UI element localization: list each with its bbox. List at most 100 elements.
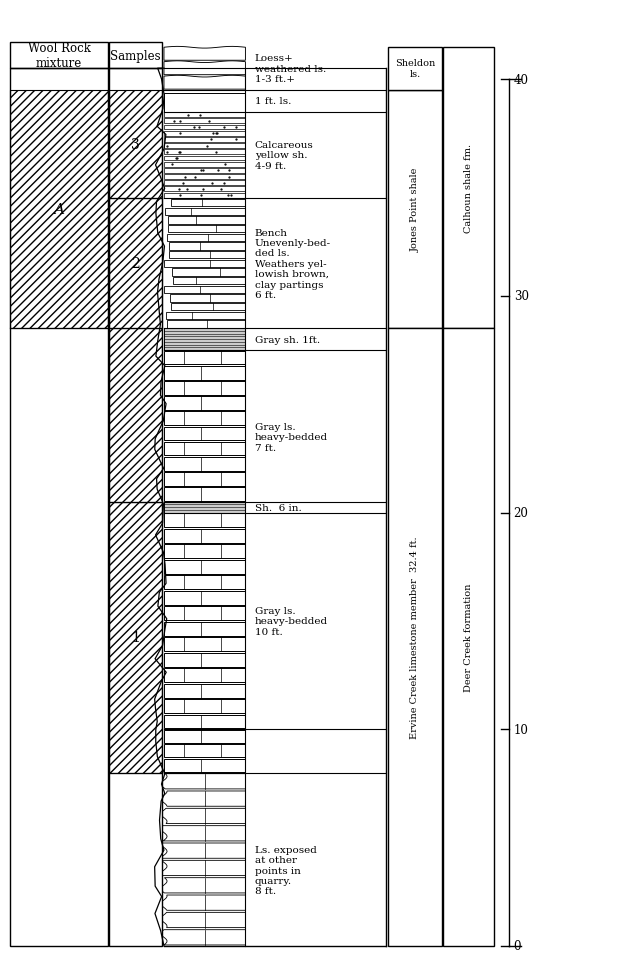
- Bar: [172, 269, 246, 277]
- Bar: [164, 162, 246, 167]
- Text: Sh.  6 in.: Sh. 6 in.: [255, 503, 302, 512]
- Bar: [164, 514, 246, 528]
- Bar: [164, 684, 246, 698]
- Text: 3: 3: [131, 138, 140, 152]
- Bar: [164, 126, 246, 131]
- Bar: [170, 295, 246, 303]
- Bar: [388, 47, 442, 90]
- Bar: [168, 217, 246, 224]
- Text: Wool Rock
mixture: Wool Rock mixture: [27, 42, 90, 70]
- Bar: [10, 329, 107, 946]
- Bar: [165, 209, 246, 215]
- Bar: [164, 457, 246, 471]
- Polygon shape: [161, 860, 246, 875]
- Polygon shape: [161, 791, 246, 806]
- Text: 1: 1: [131, 630, 140, 645]
- Bar: [171, 200, 246, 207]
- Bar: [164, 113, 246, 118]
- Bar: [164, 503, 246, 513]
- Bar: [164, 157, 246, 161]
- Bar: [164, 442, 246, 456]
- Bar: [443, 329, 494, 946]
- Bar: [443, 47, 494, 329]
- Bar: [164, 352, 246, 365]
- Polygon shape: [161, 825, 246, 841]
- Text: Gray ls.
heavy-bedded
7 ft.: Gray ls. heavy-bedded 7 ft.: [255, 422, 328, 452]
- Bar: [164, 175, 246, 180]
- Bar: [167, 321, 246, 329]
- Bar: [388, 90, 442, 329]
- Bar: [10, 69, 107, 946]
- Bar: [164, 653, 246, 667]
- Polygon shape: [164, 47, 246, 62]
- Bar: [171, 304, 246, 311]
- Bar: [109, 773, 162, 946]
- Bar: [388, 329, 442, 946]
- Text: Ervine Creek limestone member  32.4 ft.: Ervine Creek limestone member 32.4 ft.: [410, 536, 420, 739]
- Bar: [164, 560, 246, 574]
- Bar: [164, 545, 246, 558]
- Bar: [167, 234, 246, 241]
- Polygon shape: [161, 877, 246, 893]
- Bar: [164, 576, 246, 589]
- Text: 20: 20: [514, 506, 528, 520]
- Bar: [164, 132, 246, 136]
- Text: Loess+
weathered ls.
1-3 ft.+: Loess+ weathered ls. 1-3 ft.+: [255, 54, 326, 84]
- Bar: [164, 622, 246, 636]
- Bar: [164, 187, 246, 192]
- Text: 30: 30: [514, 290, 529, 303]
- Bar: [10, 90, 107, 329]
- Polygon shape: [161, 843, 246, 858]
- Bar: [164, 700, 246, 713]
- Polygon shape: [164, 62, 246, 76]
- Polygon shape: [161, 895, 246, 910]
- Text: Deer Creek formation: Deer Creek formation: [464, 583, 473, 692]
- Bar: [169, 252, 246, 259]
- Bar: [164, 745, 246, 757]
- Text: Sheldon
ls.: Sheldon ls.: [395, 60, 435, 79]
- Bar: [164, 366, 246, 381]
- Bar: [164, 193, 246, 198]
- Bar: [168, 243, 246, 251]
- Bar: [109, 503, 162, 773]
- Text: Gray sh. 1ft.: Gray sh. 1ft.: [255, 335, 320, 344]
- Bar: [164, 150, 246, 155]
- Bar: [164, 181, 246, 186]
- Bar: [164, 144, 246, 149]
- Bar: [164, 427, 246, 441]
- Bar: [164, 730, 246, 743]
- Bar: [109, 69, 162, 946]
- Text: 10: 10: [514, 723, 528, 736]
- Bar: [164, 119, 246, 124]
- Bar: [109, 90, 162, 199]
- Bar: [164, 169, 246, 174]
- Bar: [166, 312, 246, 320]
- Bar: [109, 329, 162, 503]
- Bar: [164, 286, 246, 294]
- Text: 2: 2: [131, 257, 140, 271]
- Bar: [109, 199, 162, 329]
- Bar: [164, 637, 246, 652]
- Text: 1 ft. ls.: 1 ft. ls.: [255, 97, 291, 106]
- Bar: [164, 606, 246, 621]
- Bar: [164, 488, 246, 502]
- Bar: [164, 137, 246, 143]
- Bar: [164, 329, 246, 351]
- Bar: [164, 397, 246, 410]
- Bar: [164, 94, 246, 112]
- Bar: [164, 382, 246, 395]
- Text: Jones Point shale: Jones Point shale: [410, 168, 420, 252]
- Polygon shape: [161, 774, 246, 789]
- Bar: [164, 669, 246, 682]
- Polygon shape: [161, 912, 246, 927]
- Text: Calcareous
yellow sh.
4-9 ft.: Calcareous yellow sh. 4-9 ft.: [255, 141, 314, 171]
- Bar: [173, 278, 246, 285]
- Text: Calhoun shale fm.: Calhoun shale fm.: [464, 144, 473, 233]
- Bar: [109, 43, 162, 69]
- Bar: [164, 759, 246, 772]
- Bar: [164, 473, 246, 486]
- Bar: [168, 226, 246, 233]
- Bar: [164, 260, 246, 268]
- Text: A: A: [53, 203, 65, 217]
- Text: Samples: Samples: [110, 50, 161, 62]
